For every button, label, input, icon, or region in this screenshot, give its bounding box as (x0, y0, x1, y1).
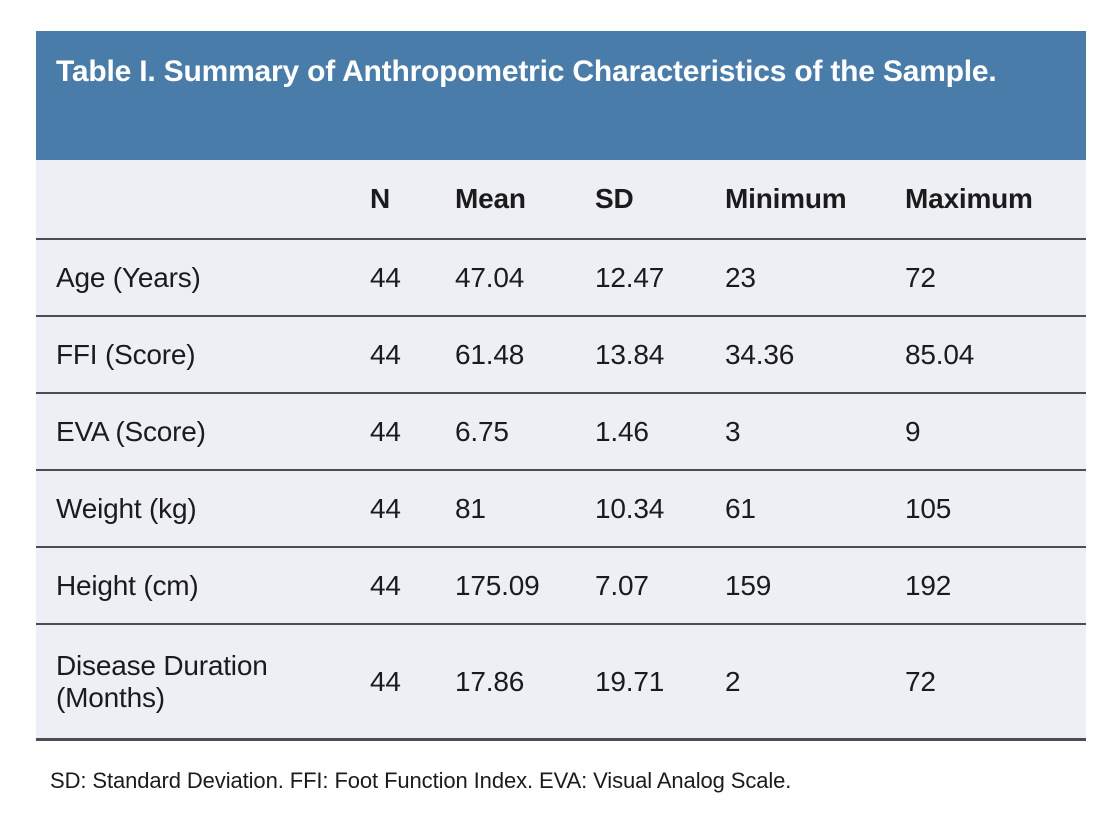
mean-cell: 81 (455, 492, 486, 524)
sd-cell: 19.71 (595, 665, 665, 697)
row-label-cell: Height (cm) (56, 569, 199, 601)
max-cell: 9 (905, 415, 921, 447)
min-cell: 23 (725, 261, 756, 293)
table-title: Table I. Summary of Anthropometric Chara… (56, 55, 997, 88)
sd-cell: 7.07 (595, 569, 649, 601)
table-row: Disease Duration (Months) 44 17.86 19.71… (36, 625, 1086, 741)
table-row: Weight (kg) 44 81 10.34 61 105 (36, 471, 1086, 548)
table-row: Age (Years) 44 47.04 12.47 23 72 (36, 240, 1086, 317)
min-cell: 159 (725, 569, 772, 601)
mean-cell: 47.04 (455, 261, 525, 293)
n-cell: 44 (370, 569, 401, 601)
min-cell: 34.36 (725, 338, 795, 370)
summary-table: Table I. Summary of Anthropometric Chara… (36, 31, 1086, 741)
mean-cell: 17.86 (455, 665, 525, 697)
header-mean-cell: Mean (455, 183, 526, 214)
n-cell: 44 (370, 492, 401, 524)
max-cell: 72 (905, 261, 936, 293)
sd-cell: 13.84 (595, 338, 665, 370)
header-min-cell: Minimum (725, 183, 847, 214)
table-row: EVA (Score) 44 6.75 1.46 3 9 (36, 394, 1086, 471)
max-cell: 105 (905, 492, 952, 524)
mean-cell: 175.09 (455, 569, 540, 601)
min-cell: 61 (725, 492, 756, 524)
sd-cell: 12.47 (595, 261, 665, 293)
table-row: FFI (Score) 44 61.48 13.84 34.36 85.04 (36, 317, 1086, 394)
n-cell: 44 (370, 338, 401, 370)
sd-cell: 1.46 (595, 415, 649, 447)
min-cell: 2 (725, 665, 741, 697)
row-label-cell: FFI (Score) (56, 338, 196, 370)
sd-cell: 10.34 (595, 492, 665, 524)
row-label-cell: Weight (kg) (56, 492, 197, 524)
n-cell: 44 (370, 665, 401, 697)
table-footnote: SD: Standard Deviation. FFI: Foot Functi… (50, 768, 792, 793)
min-cell: 3 (725, 415, 741, 447)
max-cell: 85.04 (905, 338, 975, 370)
table-row: Height (cm) 44 175.09 7.07 159 192 (36, 548, 1086, 625)
header-max-cell: Maximum (905, 183, 1033, 214)
row-label-cell: Age (Years) (56, 261, 201, 293)
n-cell: 44 (370, 261, 401, 293)
mean-cell: 61.48 (455, 338, 525, 370)
table-header-row: N Mean SD Minimum Maximum (36, 160, 1086, 240)
header-n-cell: N (370, 183, 391, 214)
table-title-banner: Table I. Summary of Anthropometric Chara… (36, 31, 1086, 160)
header-sd-cell: SD (595, 183, 634, 214)
mean-cell: 6.75 (455, 415, 509, 447)
max-cell: 72 (905, 665, 936, 697)
row-label-cell: Disease Duration (Months) (56, 649, 268, 713)
n-cell: 44 (370, 415, 401, 447)
row-label-cell: EVA (Score) (56, 415, 206, 447)
max-cell: 192 (905, 569, 952, 601)
